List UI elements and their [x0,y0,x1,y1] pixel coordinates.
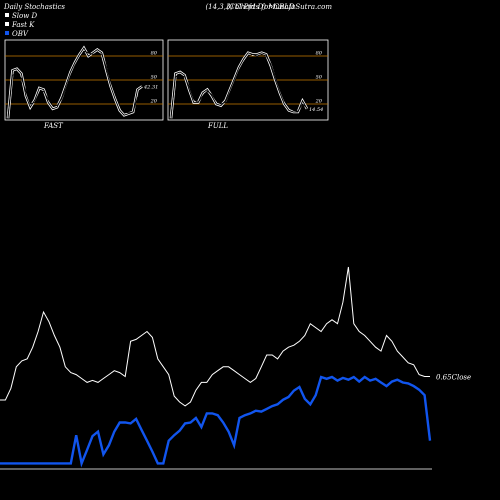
fast-tick-label: 80 [151,51,158,57]
fast-tick-label: 20 [150,99,158,105]
legend-label-obv: OBV [12,30,29,38]
legend-swatch-obv [5,31,9,35]
close-series-label: Close [452,374,472,382]
fast-fast-k-line [7,47,143,119]
full-slow-d-line [170,53,308,117]
fast-slow-d-line [7,50,143,117]
full-tick-label: 20 [315,99,323,105]
price-obv-panel: 0.65Close [0,266,471,470]
header-center: (14,3,3) Charts for CBLD [205,3,294,11]
fast-tick-label: 50 [151,75,158,81]
full-panel-label: FULL [207,122,228,130]
legend-swatch-slow-d [5,13,9,17]
full-last-value: 14.54 [309,107,323,113]
close-price-line [0,266,430,407]
legend: Slow D Fast K OBV [5,12,37,38]
full-tick-label: 80 [316,51,323,57]
fast-stochastic-panel: 80 50 20 42.31 FAST [4,39,164,130]
full-fast-k-line [170,52,308,119]
close-value-label: 0.65Close [436,374,471,382]
obv-line [0,375,432,468]
legend-label-fast-k: Fast K [11,21,35,29]
full-stochastic-panel: 80 50 20 14.54 FULL [167,39,329,130]
legend-swatch-fast-k [5,22,9,26]
close-value: 0.65 [436,374,452,382]
header-right: (Cbl Pfd D) MunafaSutra.com [227,3,333,11]
chart-header: Daily Stochastics (14,3,3) Charts for CB… [3,3,332,11]
full-tick-label: 50 [316,75,323,81]
fast-last-value: 42.31 [143,84,158,90]
header-left: Daily Stochastics [3,3,65,11]
legend-label-slow-d: Slow D [12,12,37,20]
fast-panel-label: FAST [43,122,64,130]
